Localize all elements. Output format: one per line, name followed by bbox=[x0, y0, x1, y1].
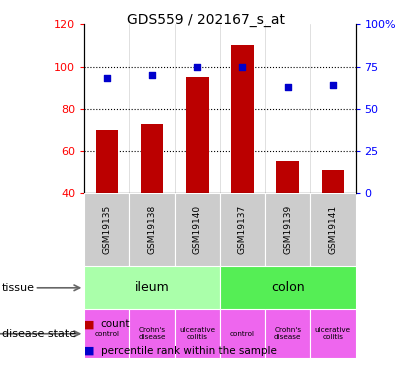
Text: GSM19138: GSM19138 bbox=[148, 205, 157, 254]
Point bbox=[284, 84, 291, 90]
Text: GSM19141: GSM19141 bbox=[328, 205, 337, 254]
Bar bbox=[84, 309, 129, 358]
Text: ileum: ileum bbox=[135, 281, 169, 294]
Text: ■: ■ bbox=[84, 320, 95, 329]
Point bbox=[330, 82, 336, 88]
Bar bbox=[231, 45, 254, 193]
Point bbox=[194, 63, 201, 70]
Text: colon: colon bbox=[271, 281, 305, 294]
Point bbox=[239, 63, 246, 70]
Bar bbox=[265, 193, 310, 266]
Bar bbox=[220, 193, 265, 266]
Text: GSM19135: GSM19135 bbox=[102, 205, 111, 254]
Text: Crohn's
disease: Crohn's disease bbox=[274, 327, 301, 340]
Point bbox=[104, 75, 110, 81]
Text: Crohn's
disease: Crohn's disease bbox=[139, 327, 166, 340]
Text: percentile rank within the sample: percentile rank within the sample bbox=[101, 346, 277, 355]
Bar bbox=[310, 309, 356, 358]
Text: count: count bbox=[101, 320, 130, 329]
Bar bbox=[175, 309, 220, 358]
Bar bbox=[220, 266, 356, 309]
Text: GSM19137: GSM19137 bbox=[238, 205, 247, 254]
Bar bbox=[84, 193, 129, 266]
Text: tissue: tissue bbox=[2, 283, 35, 293]
Bar bbox=[322, 170, 344, 193]
Text: GSM19140: GSM19140 bbox=[193, 205, 202, 254]
Bar bbox=[310, 193, 356, 266]
Bar bbox=[186, 77, 209, 193]
Point bbox=[149, 72, 155, 78]
Bar bbox=[141, 123, 163, 193]
Bar bbox=[220, 309, 265, 358]
Text: GDS559 / 202167_s_at: GDS559 / 202167_s_at bbox=[127, 13, 284, 27]
Bar bbox=[276, 162, 299, 193]
Bar bbox=[84, 266, 220, 309]
Bar bbox=[95, 130, 118, 193]
Bar bbox=[175, 193, 220, 266]
Text: control: control bbox=[95, 331, 119, 337]
Text: ulcerative
colitis: ulcerative colitis bbox=[179, 327, 215, 340]
Text: ulcerative
colitis: ulcerative colitis bbox=[315, 327, 351, 340]
Text: GSM19139: GSM19139 bbox=[283, 205, 292, 254]
Text: ■: ■ bbox=[84, 346, 95, 355]
Text: control: control bbox=[230, 331, 255, 337]
Bar bbox=[265, 309, 310, 358]
Bar bbox=[129, 193, 175, 266]
Text: disease state: disease state bbox=[2, 329, 76, 339]
Bar bbox=[129, 309, 175, 358]
